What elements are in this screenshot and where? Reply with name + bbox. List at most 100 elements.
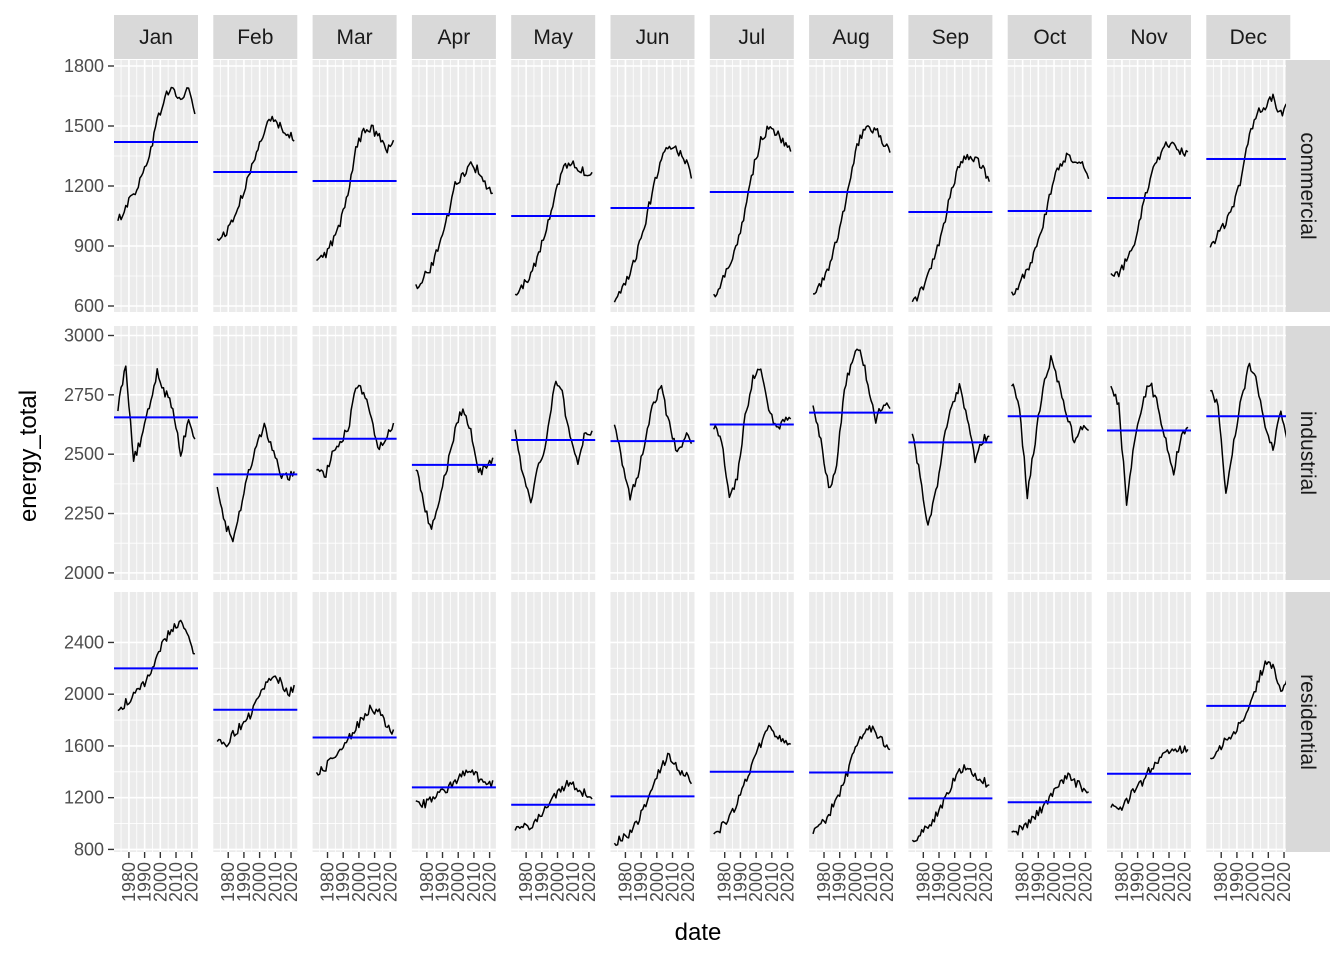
series-line-residential-feb (216, 675, 295, 748)
x-tick-label: 2000 (945, 862, 965, 902)
x-tick-label: 1980 (318, 862, 338, 902)
x-tick-label: 1980 (715, 862, 735, 902)
x-tick-label: 1980 (615, 862, 635, 902)
series-line-industrial-oct (1011, 355, 1090, 500)
strip-label: Sep (932, 26, 969, 49)
x-tick-label: 2010 (762, 862, 782, 902)
strip-label: May (533, 26, 573, 49)
panel-background (1206, 326, 1291, 580)
series-line-commercial-sep (911, 153, 991, 303)
series-line-industrial-sep (911, 382, 990, 526)
panel-background (411, 592, 496, 852)
series-line-commercial-nov (1110, 141, 1189, 278)
y-tick-label: 800 (74, 839, 104, 859)
strip-label: Mar (337, 26, 373, 49)
panel-background (213, 592, 298, 852)
series-line-commercial-jun (613, 145, 693, 303)
x-tick-label: 2000 (150, 862, 170, 902)
strip-apr (411, 15, 496, 59)
strip-jun (610, 15, 695, 59)
x-tick-label: 1980 (1013, 862, 1033, 902)
x-tick-label: 1990 (532, 862, 552, 902)
x-tick-label: 2000 (845, 862, 865, 902)
strip-label: Oct (1033, 26, 1066, 49)
x-tick-label: 2020 (1175, 862, 1195, 902)
x-tick-label: 2020 (380, 862, 400, 902)
strip-label: Jun (636, 26, 670, 49)
grid-layer (114, 60, 1291, 852)
strip-industrial (1286, 326, 1330, 580)
x-tick-label: 1990 (234, 862, 254, 902)
strip-may (511, 15, 596, 59)
series-line-commercial-dec (1209, 93, 1288, 248)
x-tick-label: 2010 (960, 862, 980, 902)
strip-aug (809, 15, 894, 59)
y-tick-label: 2000 (64, 563, 104, 583)
x-tick-label: 2020 (678, 862, 698, 902)
y-tick-label: 1600 (64, 736, 104, 756)
strip-label: Nov (1130, 26, 1168, 49)
panel-background (610, 326, 695, 580)
panel-background (411, 326, 496, 580)
x-tick-label: 1990 (730, 862, 750, 902)
x-tick-label: 1980 (814, 862, 834, 902)
strip-residential (1286, 592, 1330, 852)
series-line-residential-dec (1210, 660, 1288, 760)
series-line-commercial-feb (216, 115, 295, 242)
axis-layer: Jan Feb Mar Apr May Jun Jul Aug Sep Oct Nov Dec 600 9… (15, 15, 1330, 946)
panel-background (709, 592, 794, 852)
series-line-residential-jan (117, 619, 195, 712)
series-line-residential-mar (315, 704, 395, 776)
y-tick-label: 600 (74, 296, 104, 316)
panel-background (1107, 326, 1191, 580)
series-line-commercial-aug (813, 125, 891, 295)
series-line-industrial-jun (613, 384, 693, 501)
x-tick-label: 2010 (265, 862, 285, 902)
series-line-commercial-oct (1010, 152, 1090, 296)
strip-jan (114, 15, 198, 59)
x-tick-label: 2020 (480, 862, 500, 902)
x-tick-label: 2010 (1159, 862, 1179, 902)
strip-nov (1107, 15, 1191, 59)
strip-label: Feb (237, 26, 273, 49)
x-tick-label: 2010 (365, 862, 385, 902)
x-tick-label: 2010 (861, 862, 881, 902)
strip-sep (908, 15, 993, 59)
series-line-residential-oct (1011, 772, 1090, 836)
series-line-commercial-mar (315, 124, 395, 262)
panel-background (908, 326, 993, 580)
series-line-commercial-apr (415, 161, 493, 290)
y-tick-label: 1200 (64, 788, 104, 808)
panel-background (709, 326, 794, 580)
panel-background (809, 592, 894, 852)
series-line-residential-nov (1110, 745, 1189, 811)
x-tick-label: 2010 (663, 862, 683, 902)
x-tick-label: 2000 (448, 862, 468, 902)
y-tick-label: 2500 (64, 444, 104, 464)
series-line-commercial-jan (117, 86, 196, 221)
x-tick-label: 2010 (166, 862, 186, 902)
strip-feb (213, 15, 298, 59)
x-tick-label: 2020 (1274, 862, 1294, 902)
x-tick-label: 1980 (417, 862, 437, 902)
series-line-residential-sep (911, 764, 990, 843)
x-tick-label: 2000 (250, 862, 270, 902)
x-tick-label: 2020 (579, 862, 599, 902)
x-tick-label: 1980 (913, 862, 933, 902)
series-line-industrial-apr (415, 408, 494, 530)
panel-background (511, 592, 596, 852)
series-line-residential-may (514, 779, 593, 831)
panel-background (511, 326, 596, 580)
x-tick-label: 1990 (333, 862, 353, 902)
strip-jul (709, 15, 794, 59)
x-tick-label: 1980 (516, 862, 536, 902)
x-tick-label: 2020 (1075, 862, 1095, 902)
strip-label: Jul (738, 26, 765, 49)
strip-row-label: commercial (1296, 132, 1319, 239)
panel-background (1107, 592, 1191, 852)
strip-label: Jan (139, 26, 173, 49)
x-tick-label: 1990 (1128, 862, 1148, 902)
x-axis-title: date (675, 919, 722, 946)
series-line-industrial-nov (1110, 382, 1189, 506)
